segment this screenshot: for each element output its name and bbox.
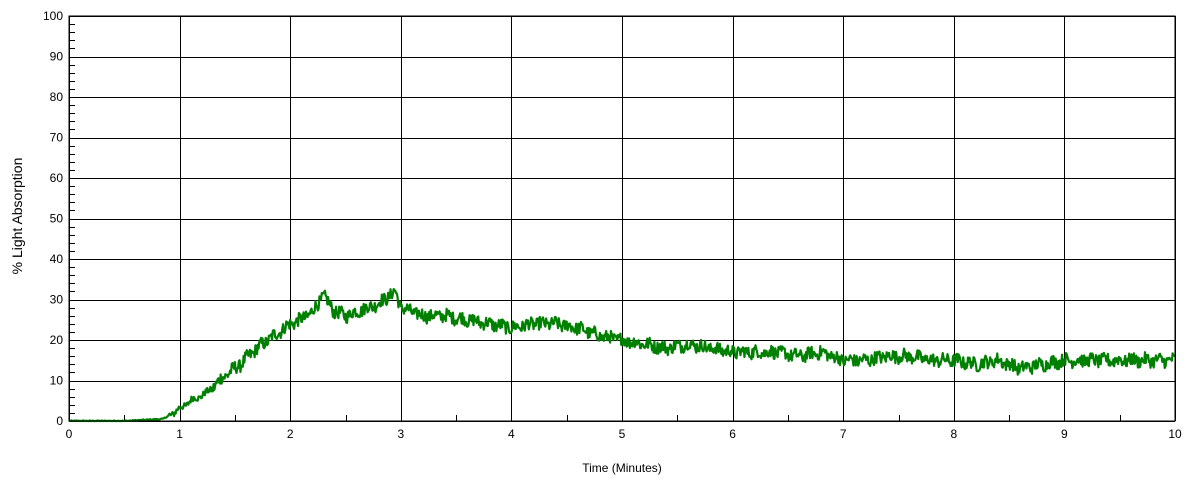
y-tick-label: 40	[50, 252, 64, 266]
y-tick-label: 10	[50, 374, 64, 388]
x-tick-label: 3	[397, 427, 404, 441]
y-tick-label: 60	[50, 171, 64, 185]
x-tick-label: 1	[176, 427, 183, 441]
x-tick-label: 2	[287, 427, 294, 441]
y-tick-label: 20	[50, 333, 64, 347]
y-tick-label: 70	[50, 131, 64, 145]
x-tick-label: 0	[66, 427, 73, 441]
x-tick-label: 9	[1061, 427, 1068, 441]
y-axis-label: % Light Absorption	[9, 158, 25, 275]
y-tick-label: 30	[50, 293, 64, 307]
y-tick-label: 80	[50, 90, 64, 104]
x-tick-label: 6	[729, 427, 736, 441]
x-tick-label: 7	[840, 427, 847, 441]
x-tick-label: 4	[508, 427, 515, 441]
x-tick-label: 5	[619, 427, 626, 441]
y-tick-label: 0	[56, 414, 63, 428]
x-tick-label: 10	[1168, 427, 1182, 441]
x-tick-label: 8	[950, 427, 957, 441]
y-tick-label: 100	[43, 9, 63, 23]
y-tick-label: 90	[50, 50, 64, 64]
x-axis-label: Time (Minutes)	[582, 461, 662, 475]
y-tick-label: 50	[50, 212, 64, 226]
